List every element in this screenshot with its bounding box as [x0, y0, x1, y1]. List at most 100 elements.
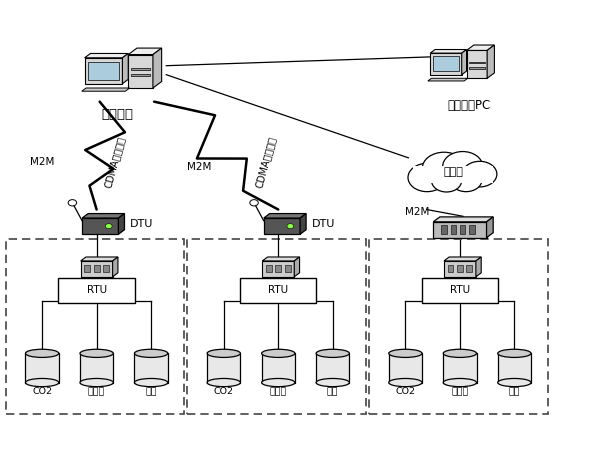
- Polygon shape: [131, 74, 150, 76]
- Ellipse shape: [207, 349, 240, 358]
- Ellipse shape: [262, 349, 295, 358]
- Ellipse shape: [443, 349, 477, 358]
- Text: 温湿度: 温湿度: [269, 387, 287, 396]
- Text: CO2: CO2: [395, 387, 415, 396]
- Text: 光照: 光照: [327, 387, 338, 396]
- Text: RTU: RTU: [450, 285, 470, 295]
- Polygon shape: [487, 45, 494, 78]
- Polygon shape: [131, 68, 150, 70]
- Polygon shape: [80, 354, 113, 383]
- Polygon shape: [408, 172, 497, 186]
- Polygon shape: [82, 213, 125, 218]
- Polygon shape: [276, 265, 281, 272]
- Text: DTU: DTU: [130, 219, 153, 229]
- Polygon shape: [285, 265, 290, 272]
- Polygon shape: [300, 213, 306, 234]
- Ellipse shape: [316, 349, 349, 358]
- Ellipse shape: [498, 379, 531, 387]
- Polygon shape: [443, 354, 477, 383]
- Polygon shape: [412, 166, 493, 182]
- Polygon shape: [430, 53, 462, 75]
- Polygon shape: [134, 354, 168, 383]
- Polygon shape: [462, 50, 467, 75]
- Text: 互联网: 互联网: [444, 167, 464, 177]
- Polygon shape: [498, 354, 531, 383]
- Polygon shape: [119, 213, 125, 234]
- Polygon shape: [262, 261, 295, 277]
- Text: M2M: M2M: [405, 207, 430, 217]
- Polygon shape: [433, 217, 493, 222]
- Polygon shape: [469, 62, 485, 64]
- Ellipse shape: [134, 349, 168, 358]
- Text: M2M: M2M: [30, 157, 54, 167]
- Polygon shape: [476, 257, 481, 277]
- Polygon shape: [441, 225, 447, 234]
- Polygon shape: [295, 257, 299, 277]
- Ellipse shape: [498, 349, 531, 358]
- Polygon shape: [82, 218, 119, 234]
- FancyBboxPatch shape: [422, 278, 498, 303]
- Text: M2M: M2M: [188, 162, 212, 172]
- Text: CO2: CO2: [214, 387, 234, 396]
- Polygon shape: [460, 225, 465, 234]
- Polygon shape: [262, 354, 295, 383]
- Polygon shape: [262, 257, 299, 261]
- Ellipse shape: [389, 379, 422, 387]
- Text: CO2: CO2: [32, 387, 52, 396]
- Text: 监控终端PC: 监控终端PC: [447, 99, 491, 112]
- Polygon shape: [85, 58, 122, 84]
- Text: RTU: RTU: [268, 285, 288, 295]
- Text: 温湿度: 温湿度: [452, 387, 469, 396]
- Circle shape: [68, 200, 76, 206]
- Circle shape: [422, 152, 466, 185]
- Text: 光照: 光照: [508, 387, 520, 396]
- Polygon shape: [264, 218, 300, 234]
- Ellipse shape: [207, 379, 240, 387]
- Polygon shape: [433, 222, 486, 238]
- Circle shape: [443, 152, 483, 181]
- Ellipse shape: [134, 379, 168, 387]
- Polygon shape: [444, 257, 481, 261]
- Circle shape: [408, 163, 446, 192]
- Polygon shape: [433, 56, 459, 71]
- Text: RTU: RTU: [87, 285, 107, 295]
- Polygon shape: [153, 48, 162, 88]
- Polygon shape: [81, 257, 118, 261]
- Text: CDMA无线连接: CDMA无线连接: [103, 136, 126, 189]
- Polygon shape: [81, 261, 112, 277]
- Polygon shape: [430, 50, 467, 53]
- Polygon shape: [448, 265, 453, 272]
- Polygon shape: [316, 354, 349, 383]
- Ellipse shape: [26, 379, 59, 387]
- Polygon shape: [389, 354, 422, 383]
- Text: DTU: DTU: [312, 219, 335, 229]
- Ellipse shape: [26, 349, 59, 358]
- Circle shape: [287, 224, 294, 229]
- Circle shape: [105, 224, 112, 229]
- Polygon shape: [444, 261, 476, 277]
- Ellipse shape: [262, 379, 295, 387]
- Polygon shape: [457, 265, 463, 272]
- Circle shape: [463, 162, 497, 187]
- Text: CDMA无线连接: CDMA无线连接: [254, 136, 278, 189]
- Polygon shape: [82, 88, 130, 91]
- Polygon shape: [207, 354, 240, 383]
- Polygon shape: [93, 265, 100, 272]
- Circle shape: [250, 200, 258, 206]
- Polygon shape: [467, 51, 487, 78]
- Ellipse shape: [316, 379, 349, 387]
- Polygon shape: [112, 257, 118, 277]
- Polygon shape: [264, 213, 306, 218]
- Polygon shape: [103, 265, 109, 272]
- FancyBboxPatch shape: [240, 278, 316, 303]
- Ellipse shape: [80, 349, 113, 358]
- FancyBboxPatch shape: [59, 278, 135, 303]
- Polygon shape: [122, 54, 128, 84]
- Polygon shape: [450, 225, 456, 234]
- Circle shape: [450, 168, 482, 192]
- Polygon shape: [88, 62, 119, 80]
- Polygon shape: [266, 265, 272, 272]
- Polygon shape: [469, 225, 475, 234]
- Polygon shape: [469, 67, 485, 69]
- Ellipse shape: [389, 349, 422, 358]
